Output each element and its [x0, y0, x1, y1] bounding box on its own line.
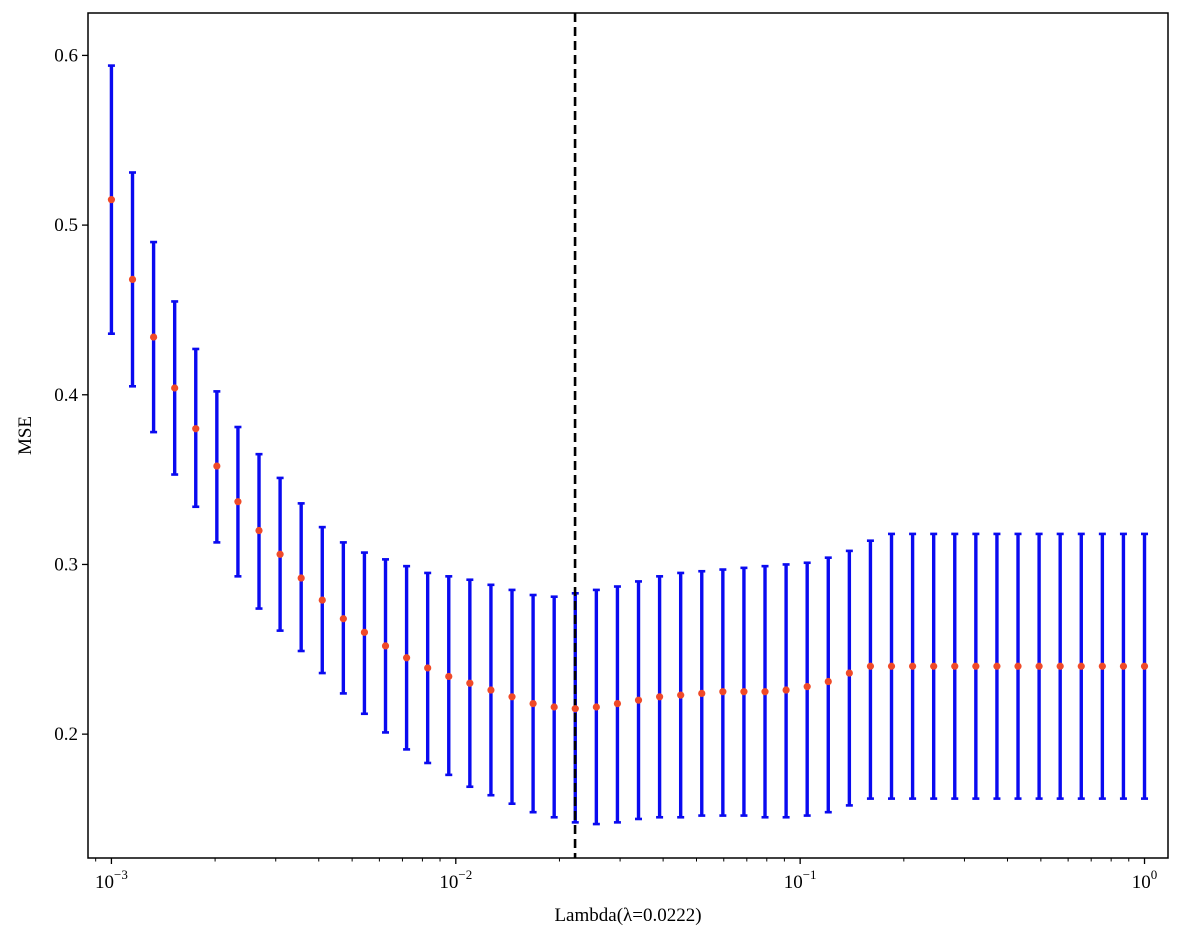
- mean-point: [782, 686, 790, 694]
- mean-point: [677, 691, 685, 699]
- mean-point: [339, 615, 347, 623]
- mean-point: [297, 574, 305, 582]
- mean-point: [234, 498, 242, 506]
- mean-point: [171, 384, 179, 392]
- mean-point: [613, 699, 622, 708]
- mean-point: [993, 662, 1001, 670]
- mean-point: [761, 688, 769, 696]
- mean-point: [213, 462, 221, 470]
- mean-point: [592, 703, 600, 711]
- y-axis: 0.2 0.3 0.4 0.5 0.6: [54, 45, 88, 745]
- mean-point: [866, 662, 875, 670]
- mean-point: [424, 664, 432, 672]
- mean-point: [318, 596, 326, 604]
- mean-point: [192, 425, 200, 433]
- mean-point: [508, 693, 516, 701]
- mean-point: [276, 550, 284, 558]
- mean-point: [845, 669, 853, 677]
- mean-point: [824, 677, 832, 686]
- mean-point: [634, 696, 643, 704]
- mean-point: [1140, 662, 1149, 670]
- y-tick-label: 0.6: [54, 45, 78, 66]
- mean-point: [571, 705, 579, 713]
- y-tick-label: 0.5: [54, 215, 78, 236]
- y-tick-label: 0.2: [54, 724, 78, 745]
- plot-frame: [87, 12, 1169, 859]
- mean-point: [402, 654, 411, 662]
- mean-point: [1035, 662, 1043, 670]
- mean-point: [360, 628, 369, 636]
- mean-point: [655, 693, 664, 701]
- y-axis-label: MSE: [15, 416, 36, 455]
- mean-point: [698, 689, 706, 698]
- mean-point: [445, 672, 453, 681]
- mean-point: [1056, 662, 1064, 670]
- y-tick-label: 0.4: [54, 385, 78, 406]
- x-tick-label: 10−1: [784, 867, 817, 893]
- x-tick-label: 10−2: [439, 867, 472, 893]
- mean-point: [972, 662, 980, 670]
- mean-point-layer: [107, 196, 1149, 713]
- mean-point: [487, 686, 495, 694]
- mean-point: [887, 662, 896, 670]
- mean-point: [550, 703, 558, 711]
- mean-point: [128, 275, 137, 283]
- mean-point: [740, 688, 748, 696]
- x-tick-label: 100: [1132, 867, 1158, 893]
- mean-point: [1014, 662, 1022, 670]
- errorbar-layer: [107, 64, 1149, 826]
- mean-point: [930, 662, 938, 670]
- y-tick-label: 0.3: [54, 554, 78, 575]
- errorbar: [845, 549, 853, 807]
- mean-point: [1098, 662, 1106, 670]
- mean-point: [466, 679, 474, 687]
- mean-point: [951, 662, 959, 670]
- mean-point: [719, 688, 727, 696]
- x-tick-label: 10−3: [95, 867, 128, 893]
- mean-point: [909, 662, 917, 670]
- mean-point: [255, 526, 263, 535]
- x-axis-label: Lambda(λ=0.0222): [554, 905, 701, 926]
- mean-point: [529, 699, 537, 708]
- mean-point: [149, 333, 158, 341]
- mean-point: [1119, 662, 1128, 670]
- mean-point: [107, 196, 116, 204]
- x-axis: 10−3 10−2 10−1 100: [95, 858, 1157, 893]
- mean-point: [803, 683, 811, 691]
- mean-point: [1077, 662, 1085, 670]
- mean-point: [381, 642, 390, 650]
